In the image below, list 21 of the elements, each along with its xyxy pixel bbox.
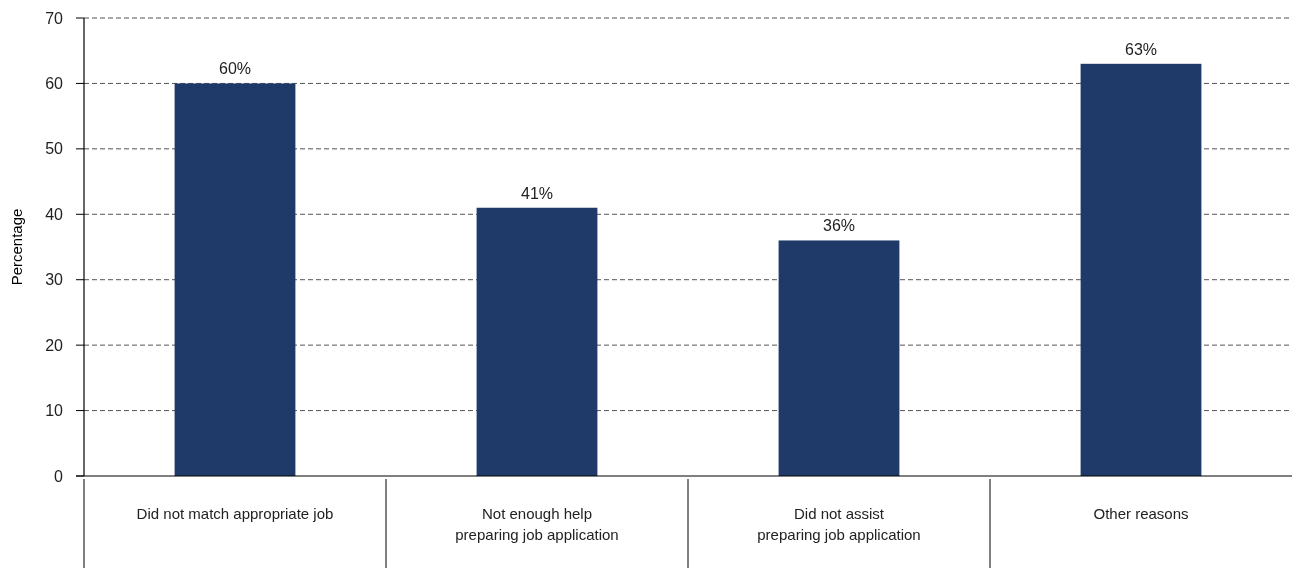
data-label: 60% — [218, 60, 252, 78]
y-tick-label: 50 — [45, 140, 64, 158]
data-label: 41% — [520, 184, 554, 202]
y-axis-title: Percentage — [8, 208, 25, 286]
x-tick-label: Other reasons — [1093, 505, 1189, 522]
bar — [174, 83, 296, 476]
x-tick-label: Did not assist preparing job application — [757, 505, 921, 543]
y-tick-label: 0 — [54, 467, 64, 485]
y-tick-label: 10 — [45, 402, 64, 420]
y-tick-label: 30 — [45, 271, 64, 289]
data-label: 63% — [1124, 40, 1158, 58]
y-tick-label: 20 — [45, 336, 64, 354]
data-label: 36% — [822, 217, 856, 235]
bar — [1080, 63, 1202, 476]
bar — [778, 240, 900, 476]
y-tick-label: 60 — [45, 75, 64, 93]
x-tick-label: Not enough help preparing job application — [455, 505, 619, 543]
y-tick-label: 40 — [45, 205, 64, 223]
x-tick-label: Did not match appropriate job — [136, 505, 334, 522]
y-tick-label: 70 — [45, 9, 64, 27]
bar — [476, 207, 598, 476]
